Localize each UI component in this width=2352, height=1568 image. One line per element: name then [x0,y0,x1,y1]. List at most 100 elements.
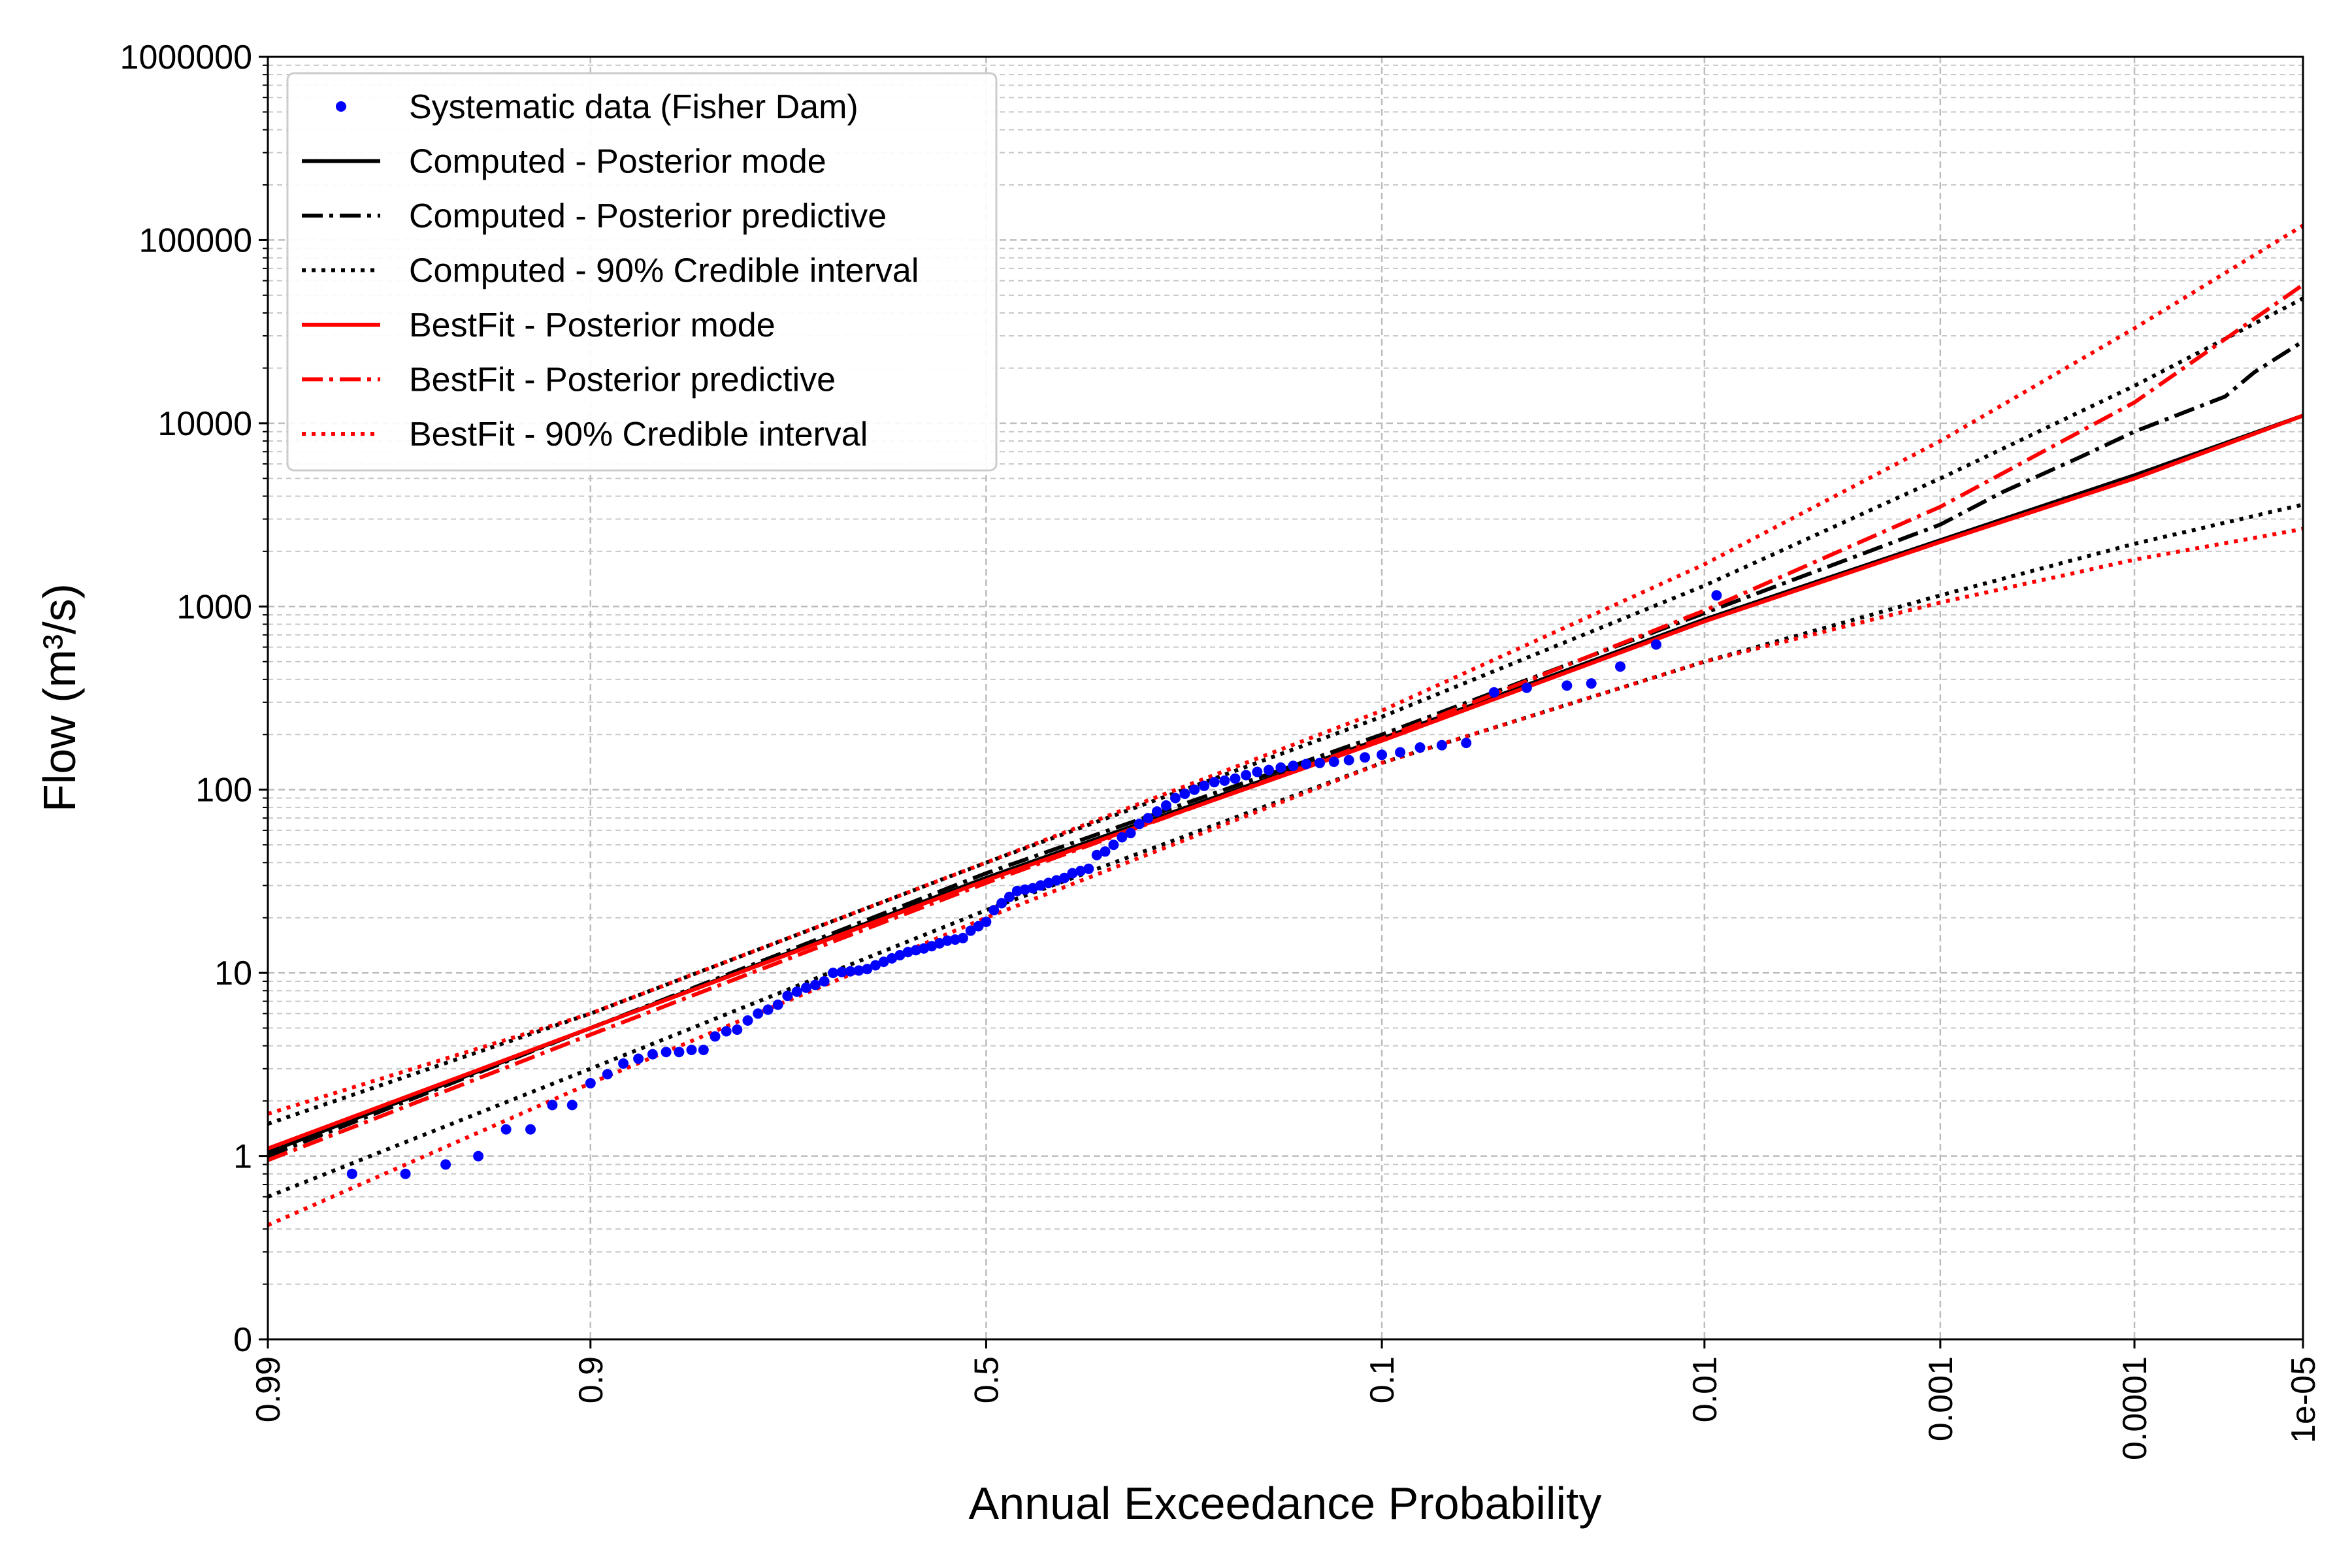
data-point [1252,766,1263,777]
data-point [1160,800,1171,811]
x-tick-label: 1e-05 [2285,1356,2323,1443]
data-point [1395,747,1406,758]
data-point [1019,884,1030,895]
data-point [910,945,921,956]
data-point [762,1004,774,1015]
data-point [1117,832,1128,843]
data-point [1241,770,1252,781]
data-point [862,964,873,975]
data-point [1377,749,1388,760]
data-point [1170,792,1181,804]
data-point [782,990,793,1002]
legend-label: Systematic data (Fisher Dam) [409,88,858,126]
legend-label: BestFit - Posterior mode [409,306,776,344]
data-point [566,1100,578,1111]
data-point [950,934,960,945]
data-point [801,982,811,993]
data-point [742,1015,753,1026]
data-point [919,943,929,954]
series-line [268,414,2303,1151]
data-point [721,1026,732,1037]
data-point [1011,885,1022,896]
data-point [1108,840,1119,851]
legend-label: Computed - Posterior mode [409,143,826,181]
legend-marker [336,101,346,112]
data-point [1488,687,1499,698]
data-point [525,1124,536,1135]
data-point [1586,678,1597,689]
legend-label: BestFit - 90% Credible interval [409,416,868,453]
data-point [853,965,864,976]
data-point [1134,819,1145,830]
series-line [268,283,2303,1162]
data-point [887,953,898,964]
data-point [1189,784,1200,795]
data-point [1461,738,1472,749]
data-point [828,968,839,979]
data-point [819,976,830,987]
data-point [710,1031,721,1042]
plot-frame [267,56,2304,1341]
data-point [753,1008,764,1019]
data-point [473,1151,484,1162]
y-tick-label: 100000 [139,221,252,259]
data-point [1230,773,1241,784]
data-point [1051,875,1062,886]
x-tick-label: 0.0001 [2116,1356,2154,1460]
data-point [500,1124,512,1135]
data-point [1091,849,1102,860]
data-point [1414,742,1426,753]
data-point [772,999,783,1010]
data-point [1275,762,1286,773]
y-axis-title: Flow (m³/s) [34,583,85,812]
series-line [268,339,2303,1158]
y-tick-label: 1000 [176,588,252,626]
y-tick-label: 10000 [157,405,252,443]
x-tick-label: 0.9 [572,1356,610,1403]
data-point [1199,780,1210,791]
data-point [1301,759,1312,770]
data-point [1179,789,1190,799]
data-point [957,932,968,943]
data-point [674,1047,685,1058]
data-point [791,986,802,997]
legend: Systematic data (Fisher Dam) Computed - P… [286,72,998,472]
series-line [268,297,2303,1126]
data-point [647,1049,658,1060]
data-point [1067,868,1078,879]
data-point [1027,883,1038,894]
data-point [400,1168,411,1179]
legend-box [286,72,998,472]
data-point [878,956,889,968]
data-point [602,1069,613,1080]
data-point [1152,806,1162,817]
data-point [1561,680,1573,691]
data-point [1219,775,1230,786]
series-line [268,223,2303,1116]
data-point [1264,764,1274,776]
data-point [981,917,992,927]
y-tick-label: 1 [233,1138,252,1176]
y-tick-label: 0 [233,1321,252,1359]
data-point [585,1078,596,1088]
data-point [1004,891,1015,902]
data-point [1315,757,1325,768]
data-point [1328,757,1339,767]
x-tick-label: 0.5 [968,1356,1005,1403]
x-axis-title: Annual Exceedance Probability [969,1478,1602,1529]
data-point [1360,752,1371,763]
data-point [1100,846,1111,857]
data-point [870,960,881,971]
data-point [965,925,976,936]
x-tick-label: 0.001 [1922,1356,1960,1441]
data-point [973,921,984,932]
data-point [346,1168,357,1179]
data-point [1711,590,1722,601]
data-point [1075,866,1086,877]
data-point [1615,661,1625,672]
data-point [1083,863,1094,874]
data-point [686,1045,697,1055]
data-point [845,966,856,977]
data-point [698,1045,709,1055]
